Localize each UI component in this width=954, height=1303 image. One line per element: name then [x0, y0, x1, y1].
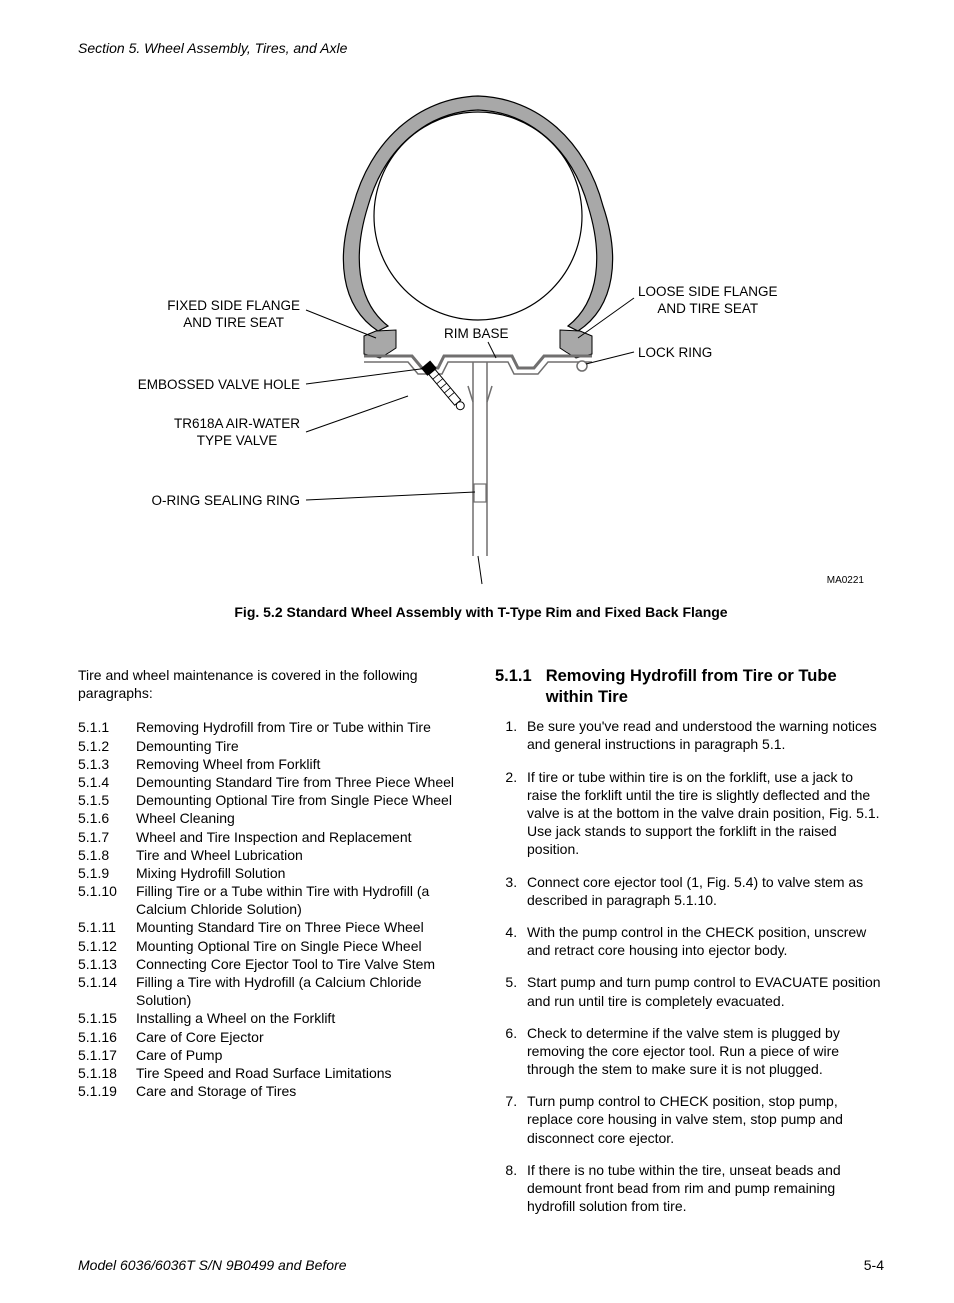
subsection-title: Removing Hydrofill from Tire or Tube wit… [546, 666, 884, 707]
toc-number: 5.1.16 [78, 1028, 136, 1046]
toc-text: Mounting Standard Tire on Three Piece Wh… [136, 918, 467, 936]
toc-text: Mounting Optional Tire on Single Piece W… [136, 937, 467, 955]
subsection-number: 5.1.1 [495, 666, 532, 707]
figure-block: FIXED SIDE FLANGE AND TIRE SEAT RIM BASE… [78, 86, 884, 586]
toc-row: 5.1.6Wheel Cleaning [78, 809, 467, 827]
toc-row: 5.1.8Tire and Wheel Lubrication [78, 846, 467, 864]
toc-text: Demounting Standard Tire from Three Piec… [136, 773, 467, 791]
toc-text: Care of Pump [136, 1046, 467, 1064]
step-item: With the pump control in the CHECK posit… [521, 923, 884, 959]
toc-text: Care and Storage of Tires [136, 1082, 467, 1100]
toc-text: Tire and Wheel Lubrication [136, 846, 467, 864]
toc-row: 5.1.19Care and Storage of Tires [78, 1082, 467, 1100]
section-header: Section 5. Wheel Assembly, Tires, and Ax… [78, 40, 884, 56]
body-columns: Tire and wheel maintenance is covered in… [78, 666, 884, 1229]
toc-row: 5.1.14Filling a Tire with Hydrofill (a C… [78, 973, 467, 1009]
toc-row: 5.1.13Connecting Core Ejector Tool to Ti… [78, 955, 467, 973]
toc-number: 5.1.7 [78, 828, 136, 846]
label-loose-side: LOOSE SIDE FLANGE AND TIRE SEAT [638, 284, 778, 318]
toc-text: Wheel Cleaning [136, 809, 467, 827]
toc-row: 5.1.12Mounting Optional Tire on Single P… [78, 937, 467, 955]
toc-number: 5.1.1 [78, 718, 136, 736]
toc-text: Removing Wheel from Forklift [136, 755, 467, 773]
toc-row: 5.1.7Wheel and Tire Inspection and Repla… [78, 828, 467, 846]
footer-model: Model 6036/6036T S/N 9B0499 and Before [78, 1257, 347, 1273]
toc-text: Installing a Wheel on the Forklift [136, 1009, 467, 1027]
toc-row: 5.1.5Demounting Optional Tire from Singl… [78, 791, 467, 809]
label-lock-ring: LOCK RING [638, 345, 712, 362]
toc-number: 5.1.19 [78, 1082, 136, 1100]
toc-number: 5.1.9 [78, 864, 136, 882]
figure-caption: Fig. 5.2 Standard Wheel Assembly with T-… [78, 604, 884, 620]
toc-row: 5.1.15Installing a Wheel on the Forklift [78, 1009, 467, 1027]
toc-text: Demounting Tire [136, 737, 467, 755]
toc-number: 5.1.17 [78, 1046, 136, 1064]
toc-number: 5.1.4 [78, 773, 136, 791]
left-column: Tire and wheel maintenance is covered in… [78, 666, 467, 1229]
label-rim-base: RIM BASE [444, 326, 509, 343]
steps-list: Be sure you've read and understood the w… [495, 717, 884, 1215]
figure-id-code: MA0221 [827, 575, 864, 586]
toc-text: Wheel and Tire Inspection and Replacemen… [136, 828, 467, 846]
step-item: If tire or tube within tire is on the fo… [521, 768, 884, 859]
toc-number: 5.1.11 [78, 918, 136, 936]
toc-row: 5.1.16Care of Core Ejector [78, 1028, 467, 1046]
toc-number: 5.1.3 [78, 755, 136, 773]
page: Section 5. Wheel Assembly, Tires, and Ax… [0, 0, 954, 1303]
toc-number: 5.1.12 [78, 937, 136, 955]
subsection-heading: 5.1.1 Removing Hydrofill from Tire or Tu… [495, 666, 884, 707]
toc-number: 5.1.8 [78, 846, 136, 864]
toc-list: 5.1.1Removing Hydrofill from Tire or Tub… [78, 718, 467, 1100]
toc-number: 5.1.15 [78, 1009, 136, 1027]
toc-row: 5.1.18Tire Speed and Road Surface Limita… [78, 1064, 467, 1082]
label-tr618a: TR618A AIR-WATER TYPE VALVE [174, 416, 300, 450]
toc-text: Tire Speed and Road Surface Limitations [136, 1064, 467, 1082]
toc-row: 5.1.1Removing Hydrofill from Tire or Tub… [78, 718, 467, 736]
step-item: Check to determine if the valve stem is … [521, 1024, 884, 1079]
toc-text: Filling Tire or a Tube within Tire with … [136, 882, 467, 918]
toc-row: 5.1.17Care of Pump [78, 1046, 467, 1064]
step-item: If there is no tube within the tire, uns… [521, 1161, 884, 1216]
step-item: Turn pump control to CHECK position, sto… [521, 1092, 884, 1147]
step-item: Start pump and turn pump control to EVAC… [521, 973, 884, 1009]
toc-text: Removing Hydrofill from Tire or Tube wit… [136, 718, 467, 736]
step-item: Connect core ejector tool (1, Fig. 5.4) … [521, 873, 884, 909]
toc-text: Care of Core Ejector [136, 1028, 467, 1046]
label-fixed-side: FIXED SIDE FLANGE AND TIRE SEAT [167, 298, 300, 332]
toc-number: 5.1.2 [78, 737, 136, 755]
toc-number: 5.1.13 [78, 955, 136, 973]
toc-row: 5.1.3Removing Wheel from Forklift [78, 755, 467, 773]
page-footer: Model 6036/6036T S/N 9B0499 and Before 5… [78, 1257, 884, 1273]
toc-row: 5.1.10Filling Tire or a Tube within Tire… [78, 882, 467, 918]
toc-row: 5.1.2Demounting Tire [78, 737, 467, 755]
right-column: 5.1.1 Removing Hydrofill from Tire or Tu… [495, 666, 884, 1229]
toc-row: 5.1.4Demounting Standard Tire from Three… [78, 773, 467, 791]
label-oring: O-RING SEALING RING [151, 493, 300, 510]
toc-text: Connecting Core Ejector Tool to Tire Val… [136, 955, 467, 973]
toc-row: 5.1.11Mounting Standard Tire on Three Pi… [78, 918, 467, 936]
toc-number: 5.1.14 [78, 973, 136, 1009]
intro-text: Tire and wheel maintenance is covered in… [78, 666, 467, 702]
toc-number: 5.1.5 [78, 791, 136, 809]
footer-page-number: 5-4 [864, 1257, 884, 1273]
toc-text: Mixing Hydrofill Solution [136, 864, 467, 882]
toc-number: 5.1.6 [78, 809, 136, 827]
toc-number: 5.1.10 [78, 882, 136, 918]
toc-number: 5.1.18 [78, 1064, 136, 1082]
toc-text: Demounting Optional Tire from Single Pie… [136, 791, 467, 809]
step-item: Be sure you've read and understood the w… [521, 717, 884, 753]
toc-row: 5.1.9Mixing Hydrofill Solution [78, 864, 467, 882]
toc-text: Filling a Tire with Hydrofill (a Calcium… [136, 973, 467, 1009]
label-embossed-valve: EMBOSSED VALVE HOLE [138, 377, 300, 394]
